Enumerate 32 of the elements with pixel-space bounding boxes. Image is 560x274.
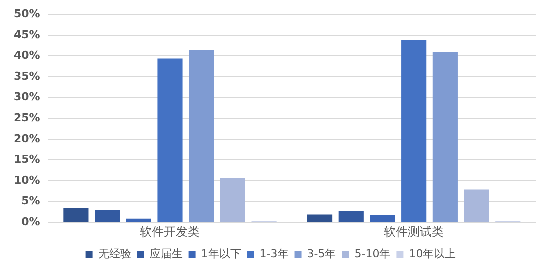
bar bbox=[220, 178, 246, 222]
y-tick-label: 25% bbox=[14, 111, 40, 124]
x-tick-label: 软件测试类 bbox=[384, 224, 444, 239]
bar bbox=[126, 218, 152, 222]
y-tick-label: 10% bbox=[14, 174, 40, 187]
y-tick-label: 20% bbox=[14, 132, 40, 146]
legend-label: 应届生 bbox=[150, 247, 183, 260]
bar bbox=[370, 216, 396, 222]
legend-label: 1年以下 bbox=[201, 247, 242, 260]
y-tick-label: 5% bbox=[22, 194, 40, 208]
y-tick-label: 15% bbox=[14, 153, 40, 166]
legend-label: 1-3年 bbox=[260, 247, 289, 260]
bar bbox=[158, 58, 183, 222]
y-tick-label: 40% bbox=[14, 49, 40, 62]
bar bbox=[338, 211, 364, 222]
legend-label: 无经验 bbox=[98, 247, 132, 260]
legend-label: 10年以上 bbox=[409, 247, 456, 260]
y-tick-label: 0% bbox=[22, 215, 40, 228]
bar bbox=[189, 50, 214, 222]
y-tick-label: 50% bbox=[14, 7, 40, 20]
bar bbox=[402, 40, 427, 222]
bar bbox=[95, 210, 120, 222]
y-tick-label: 35% bbox=[14, 70, 40, 83]
legend-label: 5-10年 bbox=[354, 247, 391, 260]
bar bbox=[432, 52, 458, 222]
y-tick-label: 45% bbox=[14, 28, 40, 42]
legend-label: 3-5年 bbox=[307, 247, 336, 260]
bar bbox=[64, 208, 89, 222]
y-tick-label: 30% bbox=[14, 90, 40, 104]
bar bbox=[307, 214, 333, 222]
bar bbox=[464, 190, 490, 222]
x-tick-label: 软件开发类 bbox=[140, 224, 200, 239]
